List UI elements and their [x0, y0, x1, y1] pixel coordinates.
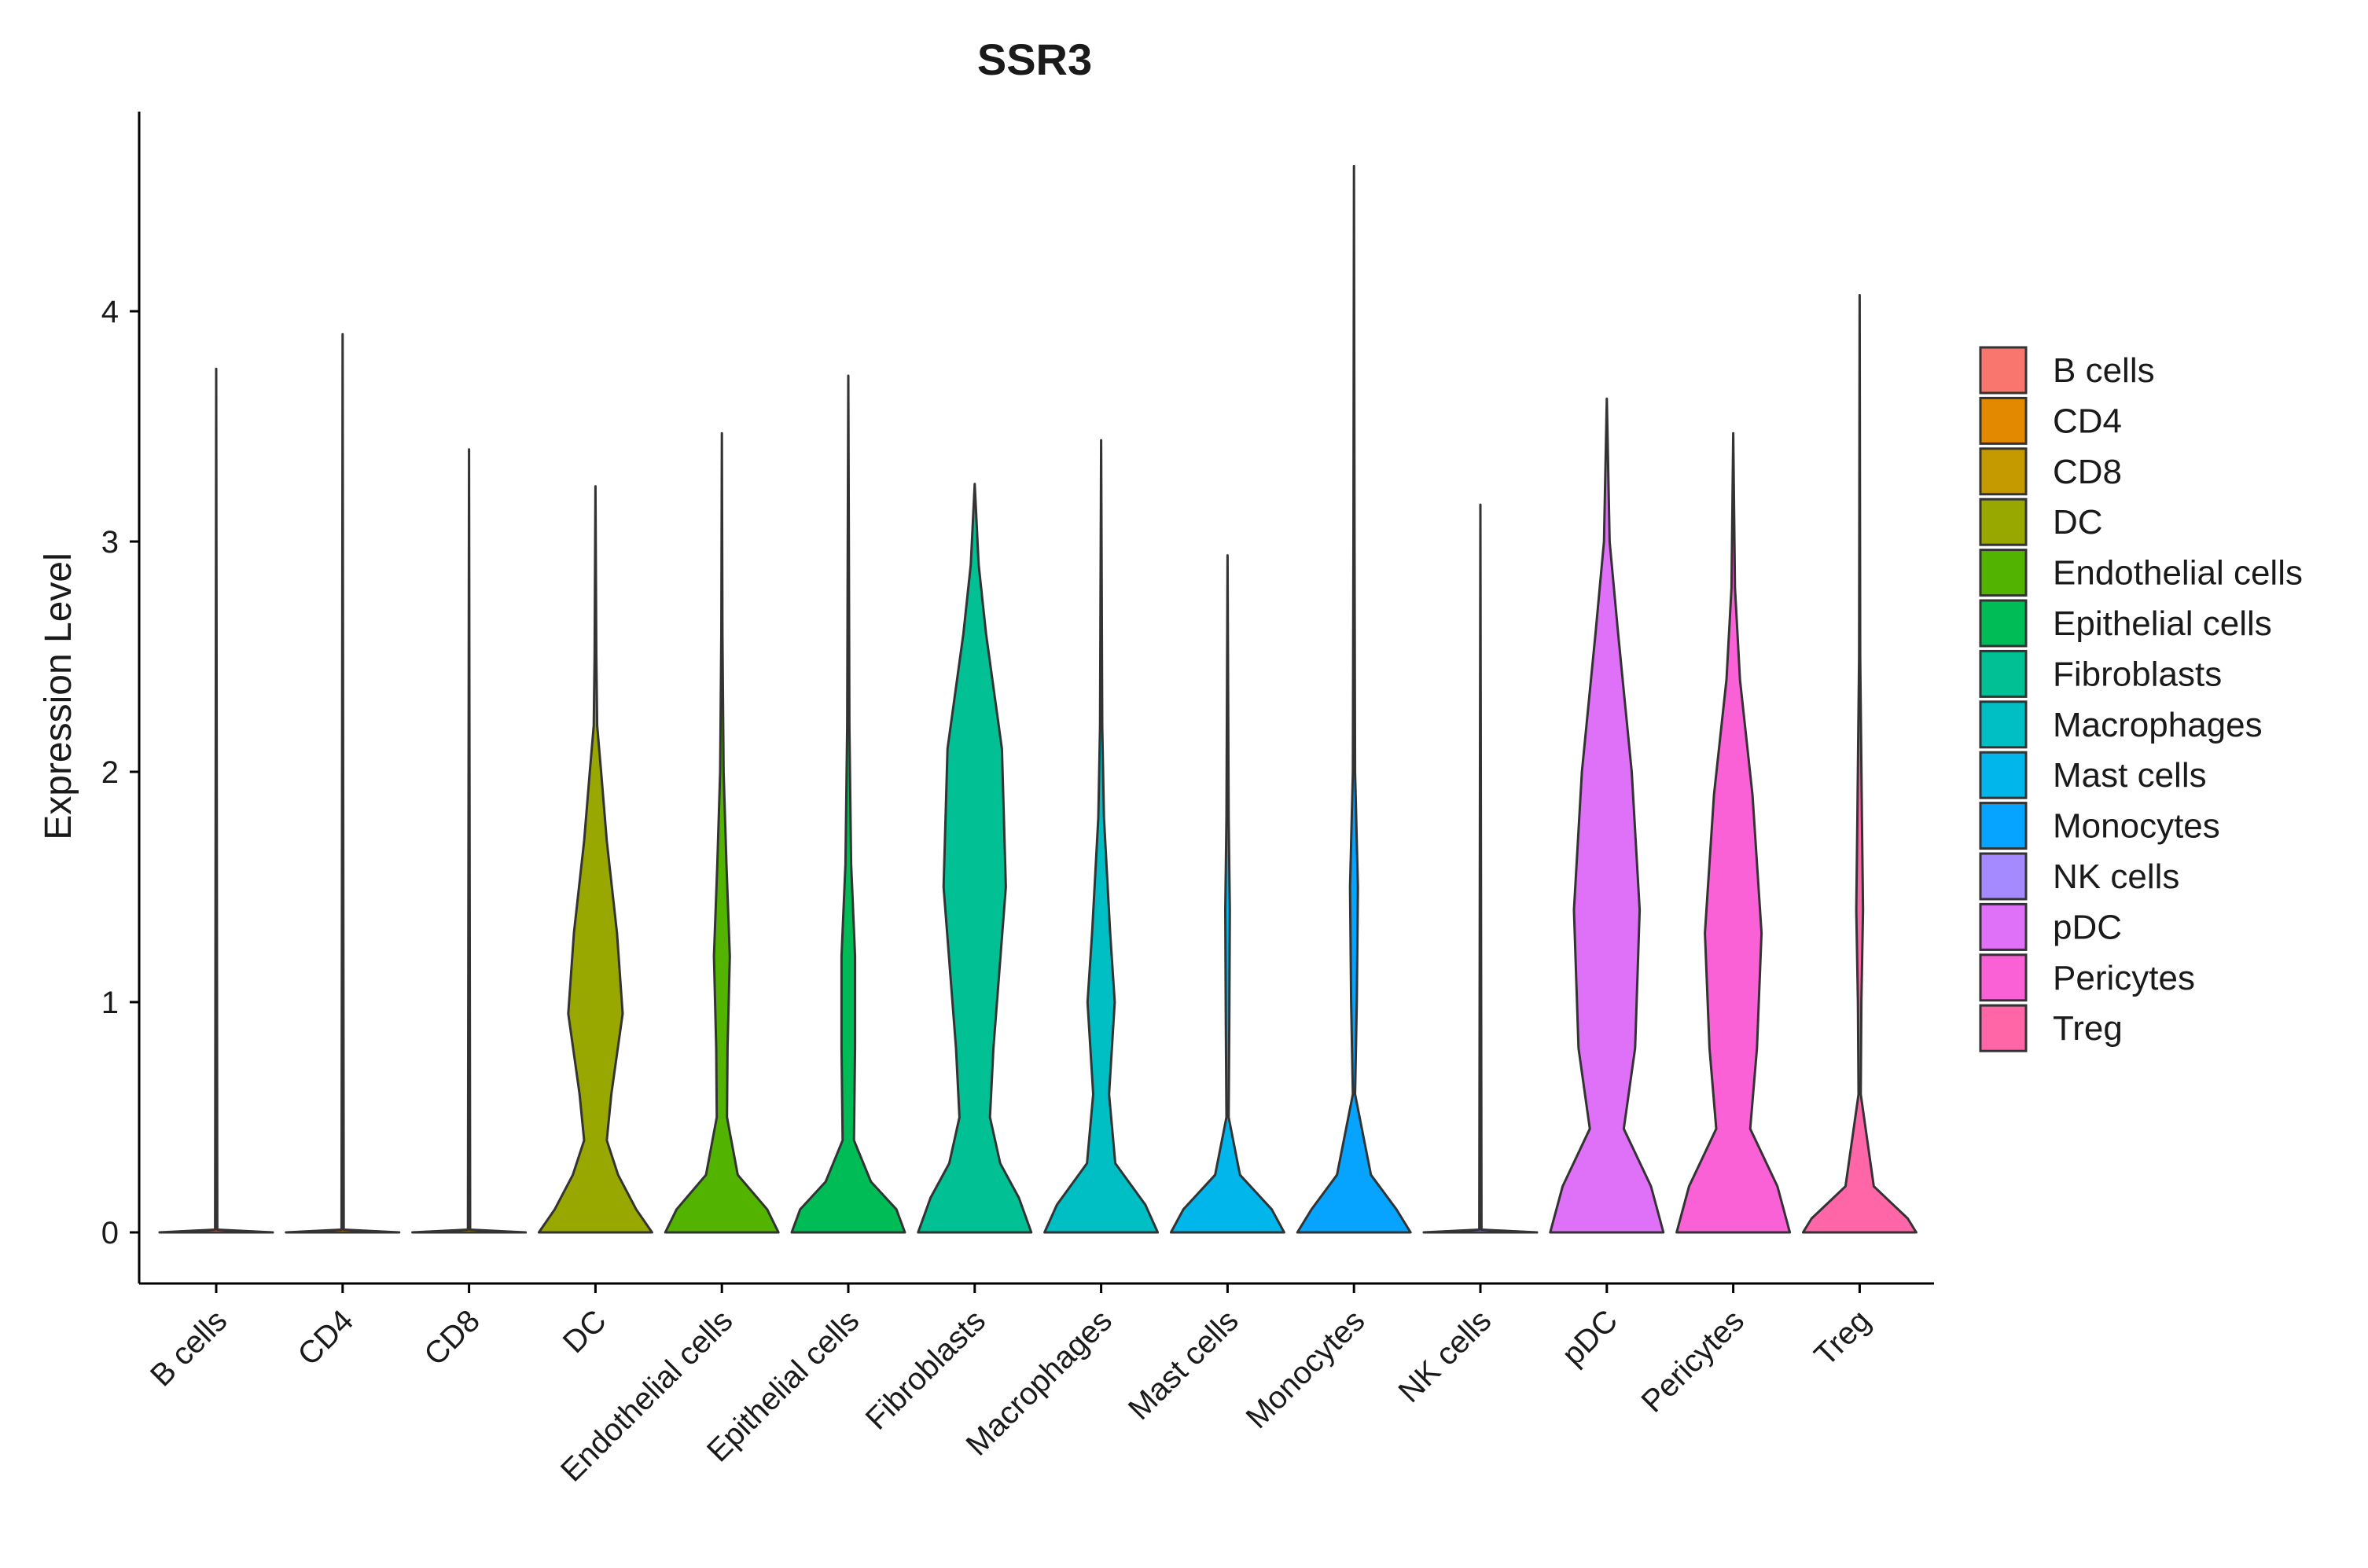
violin-dc	[537, 485, 653, 1234]
legend-label-b-cells: B cells	[2053, 351, 2155, 390]
violin-cd4	[285, 332, 401, 1234]
x-tick-label: Treg	[1808, 1303, 1877, 1372]
x-tick-label: DC	[557, 1303, 613, 1360]
violin-treg	[1801, 294, 1918, 1234]
legend-key-dc	[1979, 498, 2028, 546]
violin-pdc	[1549, 397, 1665, 1234]
violin-monocytes	[1296, 164, 1412, 1234]
x-tick-label: NK cells	[1392, 1303, 1498, 1409]
legend-key-treg	[1979, 1004, 2028, 1052]
x-tick-label: B cells	[144, 1303, 233, 1393]
legend-key-mast-cells	[1979, 751, 2028, 799]
violin-macrophages	[1043, 439, 1160, 1234]
y-tick-label: 3	[101, 525, 119, 560]
x-tick-label: CD4	[291, 1303, 360, 1372]
legend-key-monocytes	[1979, 802, 2028, 850]
legend-key-endothelial-cells	[1979, 549, 2028, 597]
legend-key-cd8	[1979, 447, 2028, 496]
violin-epithelial-cells	[790, 374, 906, 1234]
violin-cd8	[411, 448, 528, 1234]
legend-key-pericytes	[1979, 953, 2028, 1002]
y-tick-label: 2	[101, 755, 119, 790]
violin-nk-cells	[1422, 503, 1539, 1234]
legend-label-cd8: CD8	[2053, 453, 2122, 491]
legend-label-dc: DC	[2053, 503, 2103, 542]
x-tick-label: Monocytes	[1240, 1303, 1372, 1435]
x-tick-label: CD8	[417, 1303, 487, 1372]
legend-key-macrophages	[1979, 700, 2028, 749]
legend-label-fibroblasts: Fibroblasts	[2053, 655, 2222, 693]
legend-label-monocytes: Monocytes	[2053, 807, 2220, 846]
legend-label-mast-cells: Mast cells	[2053, 756, 2207, 795]
legend-label-epithelial-cells: Epithelial cells	[2053, 604, 2272, 643]
violin-group	[158, 164, 1918, 1234]
legend-label-nk-cells: NK cells	[2053, 857, 2179, 896]
legend-label-endothelial-cells: Endothelial cells	[2053, 554, 2303, 593]
x-tick-label: Pericytes	[1635, 1303, 1751, 1419]
legend-label-cd4: CD4	[2053, 402, 2122, 440]
legend-key-fibroblasts	[1979, 649, 2028, 698]
x-tick-label: Mast cells	[1122, 1303, 1245, 1427]
violin-pericytes	[1675, 431, 1792, 1234]
y-axis-label: Expression Level	[38, 553, 79, 840]
y-tick-label: 4	[101, 295, 119, 329]
legend-label-macrophages: Macrophages	[2053, 706, 2263, 744]
legend-key-epithelial-cells	[1979, 599, 2028, 648]
x-tick-label: Fibroblasts	[859, 1303, 992, 1436]
legend-key-nk-cells	[1979, 852, 2028, 901]
legend: B cells CD4 CD8 DC Endothelial cells Epitheli…	[1979, 346, 2303, 1052]
legend-key-cd4	[1979, 396, 2028, 445]
violin-b-cells	[158, 367, 274, 1234]
legend-label-pericytes: Pericytes	[2053, 959, 2195, 997]
legend-label-pdc: pDC	[2053, 908, 2122, 946]
legend-label-treg: Treg	[2053, 1009, 2123, 1048]
legend-key-b-cells	[1979, 346, 2028, 395]
violin-fibroblasts	[917, 483, 1033, 1234]
legend-key-pdc	[1979, 902, 2028, 951]
y-tick-label: 1	[101, 986, 119, 1020]
x-tick-label: pDC	[1555, 1303, 1624, 1372]
violin-endothelial-cells	[664, 431, 780, 1234]
chart-title: SSR3	[977, 35, 1092, 84]
y-tick-label: 0	[101, 1216, 119, 1250]
violin-mast-cells	[1169, 554, 1285, 1234]
